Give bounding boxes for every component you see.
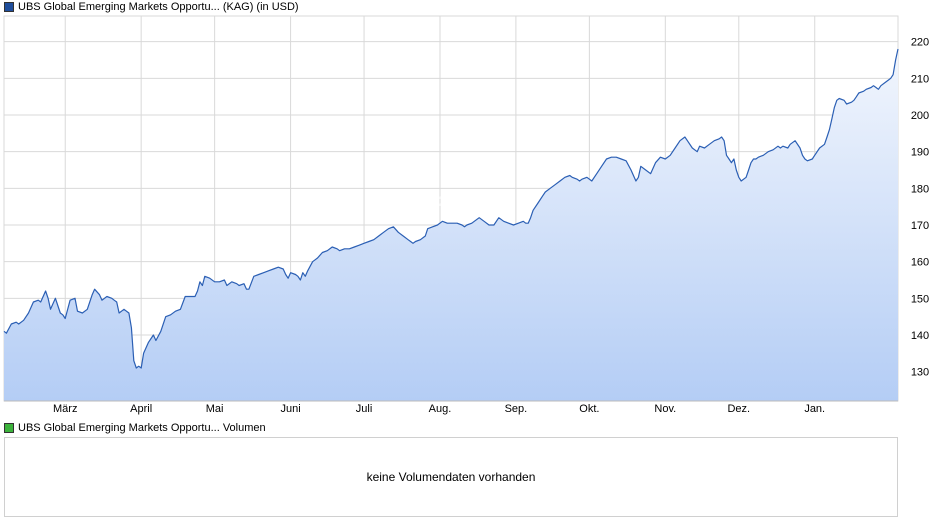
- y-tick-label: 210: [911, 73, 929, 85]
- y-tick-label: 220: [911, 37, 929, 49]
- x-tick-label: Mai: [206, 403, 224, 415]
- price-legend-title: UBS Global Emerging Markets Opportu...: [18, 1, 220, 13]
- x-tick-label: Okt.: [579, 403, 599, 415]
- y-tick-label: 160: [911, 257, 929, 269]
- volume-legend-title: UBS Global Emerging Markets Opportu...: [18, 422, 220, 434]
- price-legend: UBS Global Emerging Markets Opportu... (…: [4, 0, 299, 14]
- volume-legend: UBS Global Emerging Markets Opportu... V…: [4, 421, 266, 435]
- y-tick-label: 200: [911, 110, 929, 122]
- y-tick-label: 150: [911, 293, 929, 305]
- x-tick-label: Juni: [280, 403, 300, 415]
- price-series-swatch: [4, 2, 14, 12]
- price-legend-suffix: (KAG) (in USD): [222, 1, 299, 13]
- x-tick-label: Aug.: [429, 403, 452, 415]
- x-tick-label: Juli: [356, 403, 373, 415]
- y-tick-label: 170: [911, 220, 929, 232]
- price-line: [3, 48, 899, 369]
- x-tick-label: Sep.: [505, 403, 528, 415]
- x-tick-label: Nov.: [654, 403, 676, 415]
- no-volume-message: keine Volumendaten vorhanden: [366, 470, 536, 484]
- x-tick-label: Dez.: [727, 403, 750, 415]
- volume-legend-suffix: Volumen: [222, 422, 266, 434]
- volume-series-swatch: [4, 423, 14, 433]
- x-tick-label: Jan.: [804, 403, 825, 415]
- y-tick-label: 190: [911, 147, 929, 159]
- x-tick-label: April: [130, 403, 152, 415]
- y-tick-label: 140: [911, 330, 929, 342]
- x-tick-label: März: [53, 403, 77, 415]
- volume-panel: keine Volumendaten vorhanden: [4, 437, 898, 517]
- price-area: [4, 49, 898, 401]
- watermark: ARIVA: [416, 192, 484, 217]
- y-tick-label: 180: [911, 183, 929, 195]
- y-tick-label: 130: [911, 367, 929, 379]
- price-chart[interactable]: 130 140 150 160 170 180 190 200 210 220 März April M…: [0, 0, 940, 420]
